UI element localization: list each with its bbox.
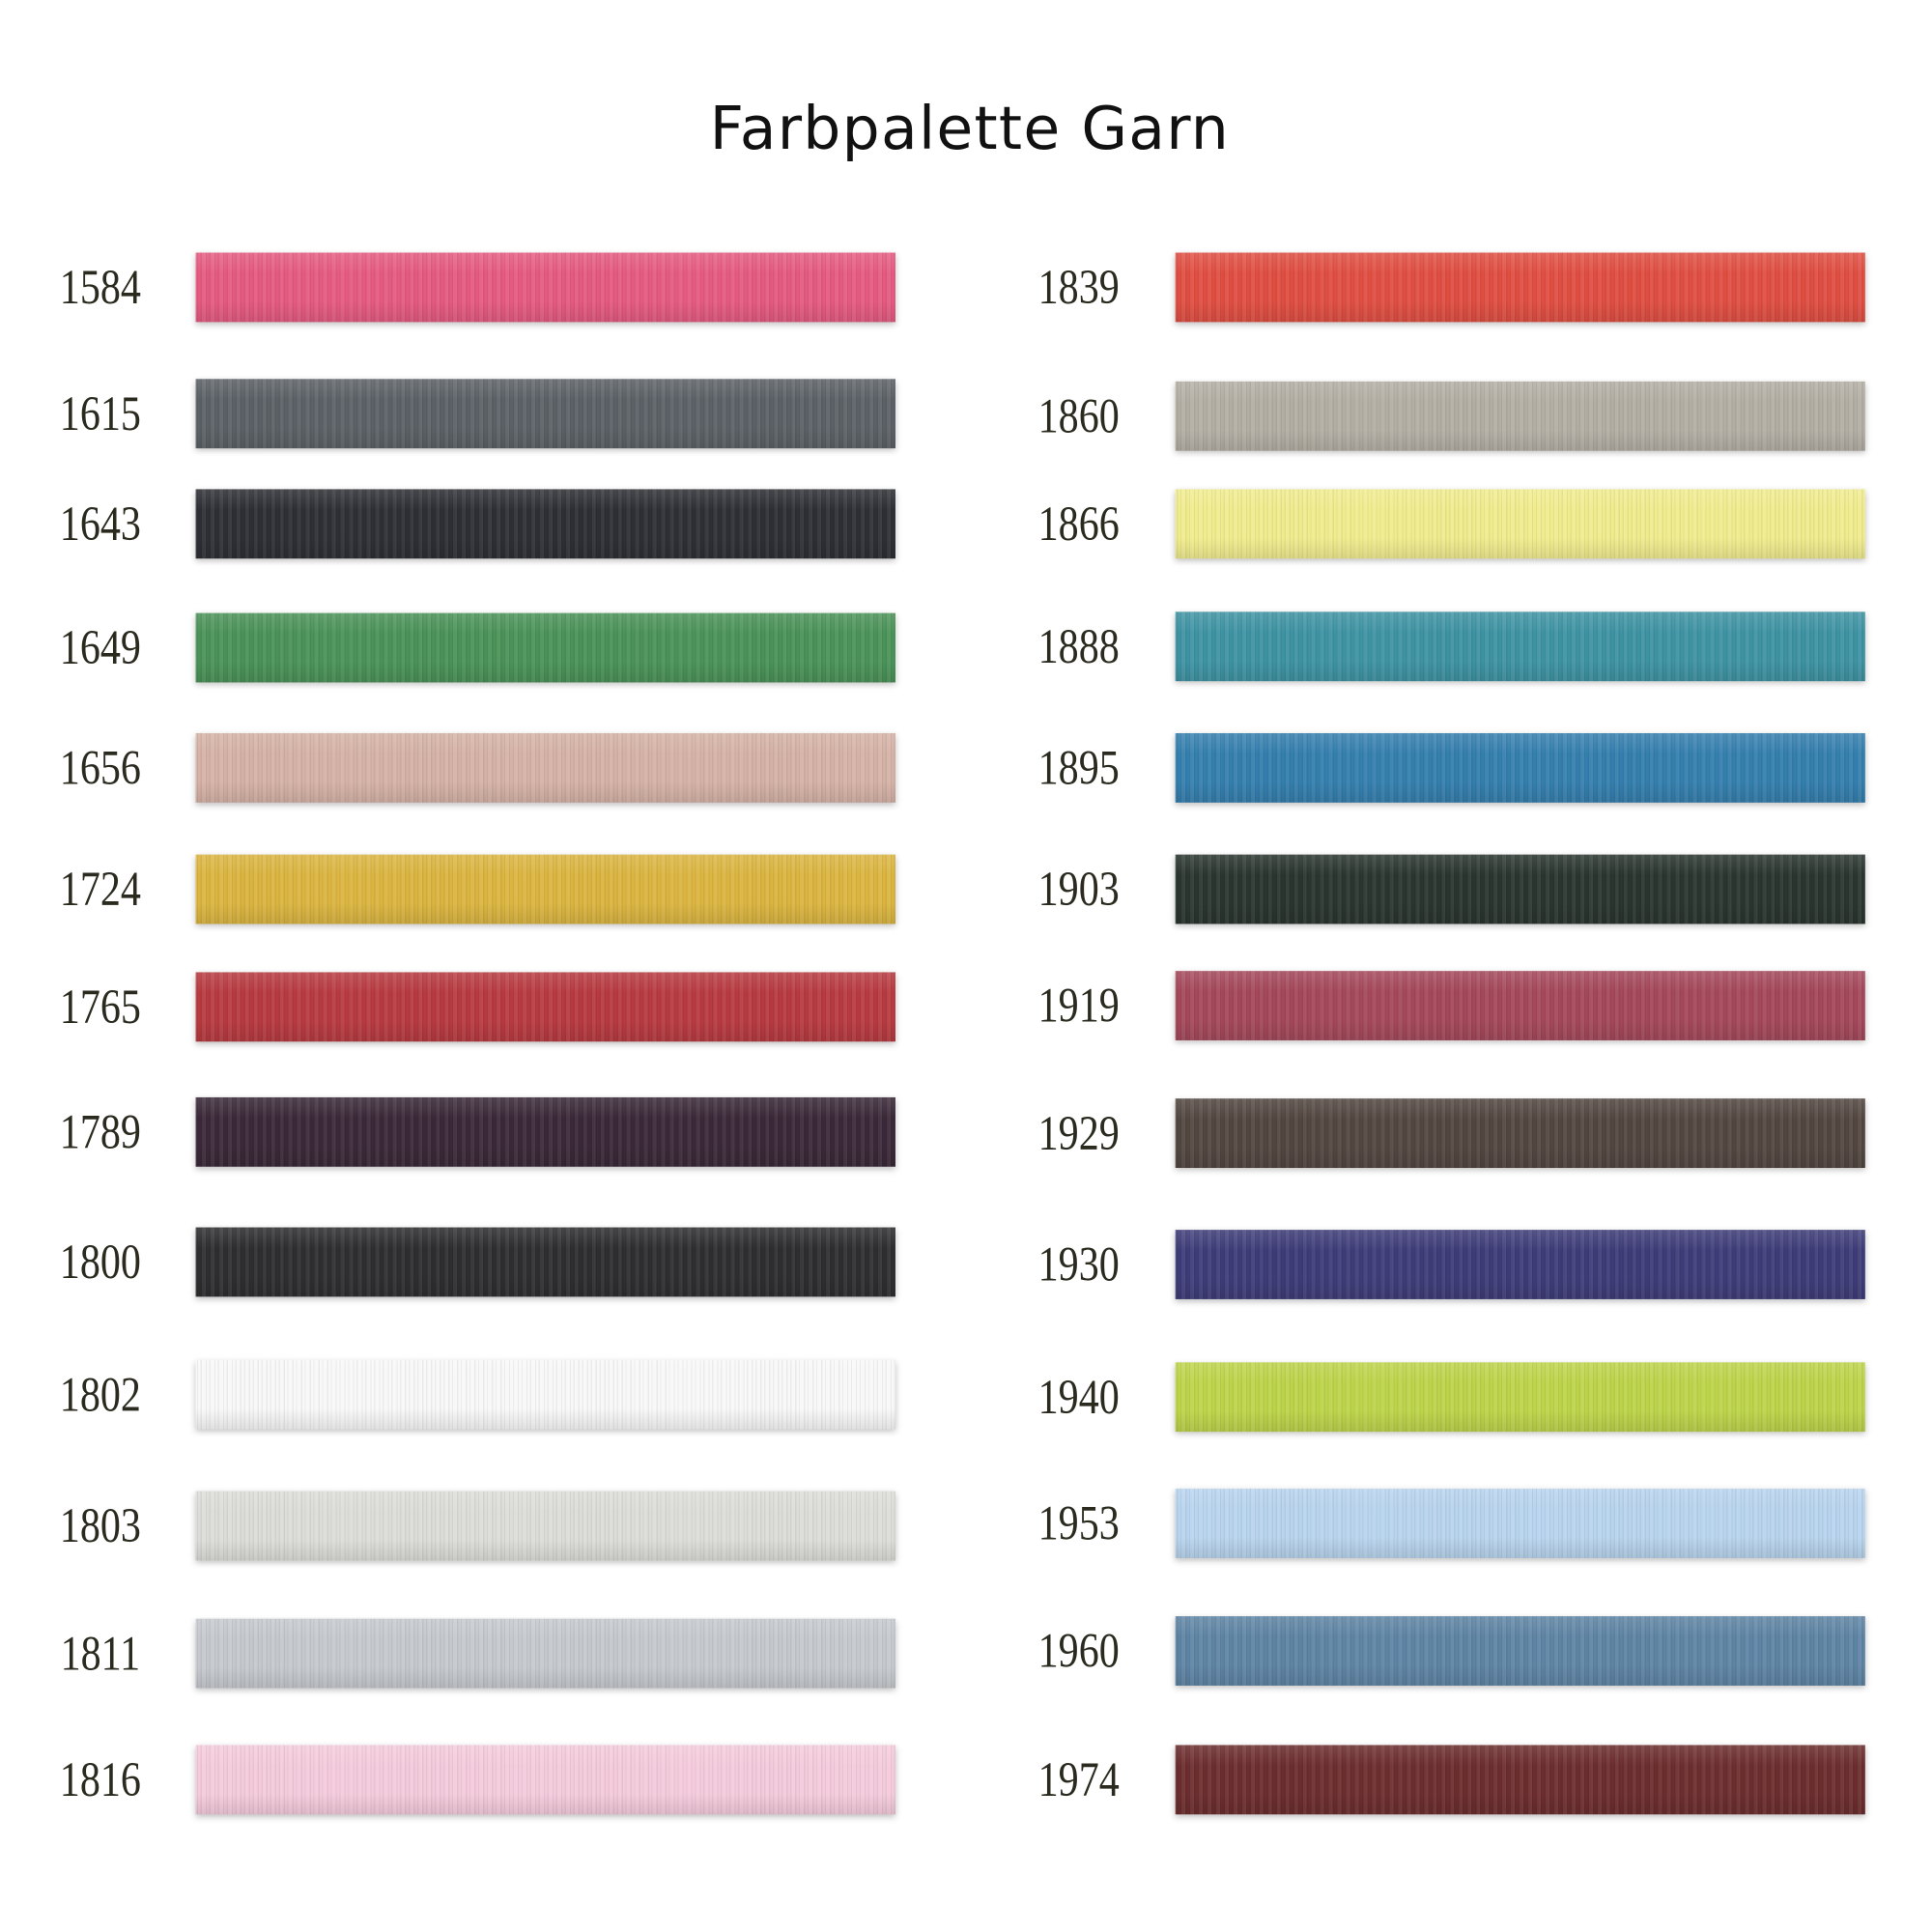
color-swatch (195, 1227, 895, 1297)
color-swatch (1175, 611, 1865, 682)
swatch-row: 1803 (0, 1491, 1932, 1561)
color-swatch (1175, 1230, 1865, 1299)
color-swatch (195, 972, 895, 1042)
swatch-code: 1811 (60, 1625, 141, 1681)
swatch-row: 1866 (0, 489, 1932, 559)
swatch-code: 1643 (59, 495, 141, 552)
swatch-code: 1888 (1037, 617, 1120, 674)
color-swatch (195, 1491, 895, 1561)
swatch-row: 1789 (0, 1096, 1932, 1167)
swatch-code: 1866 (1037, 495, 1120, 552)
swatch-row: 1649 (0, 612, 1932, 683)
swatch-code: 1919 (1037, 977, 1120, 1034)
color-swatch (195, 1359, 895, 1430)
color-swatch (195, 1745, 895, 1815)
swatch-code: 1903 (1037, 861, 1120, 917)
swatch-code: 1895 (1037, 739, 1120, 796)
swatch-row: 1940 (0, 1362, 1932, 1433)
color-swatch (195, 252, 895, 323)
color-swatch (195, 733, 895, 803)
color-swatch (1175, 854, 1865, 924)
swatch-code: 1584 (59, 258, 141, 315)
swatch-row: 1800 (0, 1227, 1932, 1297)
swatch-code: 1800 (59, 1233, 141, 1290)
color-swatch (1175, 489, 1865, 559)
swatch-code: 1839 (1037, 258, 1120, 315)
swatch-row: 1860 (0, 381, 1932, 451)
color-swatch (1175, 1362, 1865, 1433)
swatch-row: 1765 (0, 972, 1932, 1042)
color-swatch (195, 489, 895, 559)
swatch-row: 1811 (0, 1618, 1932, 1689)
swatch-row: 1802 (0, 1359, 1932, 1430)
swatch-row: 1888 (0, 611, 1932, 682)
color-swatch (1175, 1489, 1865, 1558)
swatch-code: 1615 (59, 384, 141, 441)
swatch-row: 1724 (0, 854, 1932, 924)
swatch-code: 1953 (1037, 1494, 1120, 1551)
swatch-code: 1803 (59, 1497, 141, 1553)
swatch-row: 1615 (0, 379, 1932, 449)
swatch-code: 1930 (1037, 1236, 1120, 1293)
color-swatch (1175, 1745, 1865, 1815)
color-swatch (1175, 733, 1865, 803)
color-swatch (195, 1618, 895, 1689)
color-swatch (195, 1096, 895, 1167)
swatch-row: 1895 (0, 733, 1932, 803)
swatch-code: 1860 (1037, 387, 1120, 443)
swatch-code: 1649 (59, 619, 141, 675)
swatch-code: 1929 (1037, 1104, 1120, 1161)
swatch-row: 1929 (0, 1098, 1932, 1169)
color-swatch (1175, 1098, 1865, 1169)
swatch-row: 1919 (0, 971, 1932, 1040)
swatch-row: 1816 (0, 1745, 1932, 1815)
color-swatch (1175, 971, 1865, 1040)
swatch-code: 1656 (59, 739, 141, 796)
swatch-code: 1974 (1037, 1750, 1120, 1807)
color-swatch (195, 854, 895, 924)
swatch-row: 1656 (0, 733, 1932, 803)
color-swatch (1175, 252, 1865, 323)
page-title: Farbpalette Garn (709, 94, 1231, 164)
swatch-code: 1724 (59, 861, 141, 917)
swatch-row: 1903 (0, 854, 1932, 924)
swatch-row: 1584 (0, 252, 1932, 323)
swatch-code: 1940 (1037, 1368, 1120, 1425)
swatch-row: 1960 (0, 1616, 1932, 1686)
color-swatch (195, 612, 895, 683)
swatch-row: 1974 (0, 1745, 1932, 1815)
swatch-code: 1789 (59, 1103, 141, 1160)
color-swatch (1175, 381, 1865, 451)
swatch-row: 1643 (0, 489, 1932, 559)
swatch-code: 1802 (59, 1366, 141, 1422)
swatch-code: 1765 (59, 978, 141, 1035)
swatch-row: 1930 (0, 1230, 1932, 1299)
swatch-row: 1839 (0, 252, 1932, 323)
swatch-code: 1960 (1037, 1622, 1120, 1679)
color-swatch (1175, 1616, 1865, 1686)
swatch-code: 1816 (59, 1750, 141, 1807)
swatch-row: 1953 (0, 1489, 1932, 1558)
color-swatch (195, 379, 895, 449)
